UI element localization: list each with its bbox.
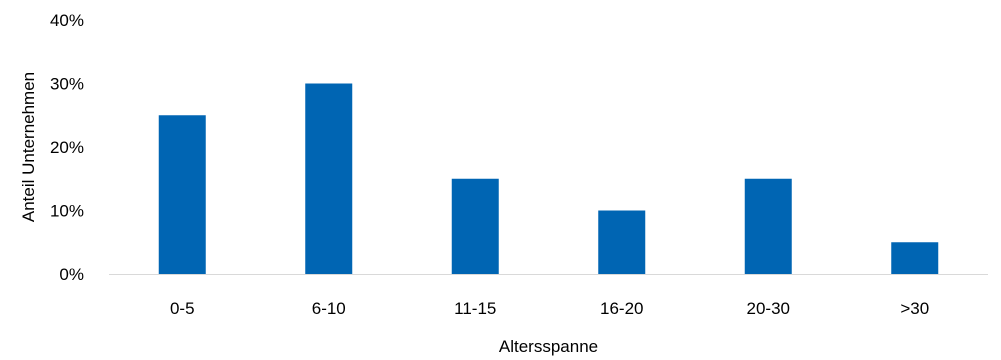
x-tick-label: 16-20 <box>600 299 643 318</box>
y-tick-label: 0% <box>59 265 84 284</box>
bar <box>158 115 206 274</box>
x-tick-label: 0-5 <box>170 299 195 318</box>
x-axis-ticks: 0-5 6-10 11-15 16-20 20-30 >30 <box>170 299 929 318</box>
bar <box>305 83 353 274</box>
x-tick-label: 11-15 <box>454 299 496 318</box>
y-tick-label: 40% <box>50 11 84 30</box>
y-tick-label: 30% <box>50 75 84 94</box>
bar <box>598 210 646 274</box>
x-tick-label: 20-30 <box>747 299 790 318</box>
y-axis-ticks: 0% 10% 20% 30% 40% <box>50 11 84 284</box>
x-tick-label: >30 <box>900 299 929 318</box>
bars <box>158 83 939 274</box>
bar <box>451 178 499 274</box>
bar <box>891 242 939 274</box>
x-tick-label: 6-10 <box>312 299 346 318</box>
y-tick-label: 20% <box>50 138 84 157</box>
x-axis-title: Altersspanne <box>499 337 598 356</box>
y-axis-title: Anteil Unternehmen <box>19 72 38 222</box>
y-tick-label: 10% <box>50 202 84 221</box>
bar <box>744 178 792 274</box>
